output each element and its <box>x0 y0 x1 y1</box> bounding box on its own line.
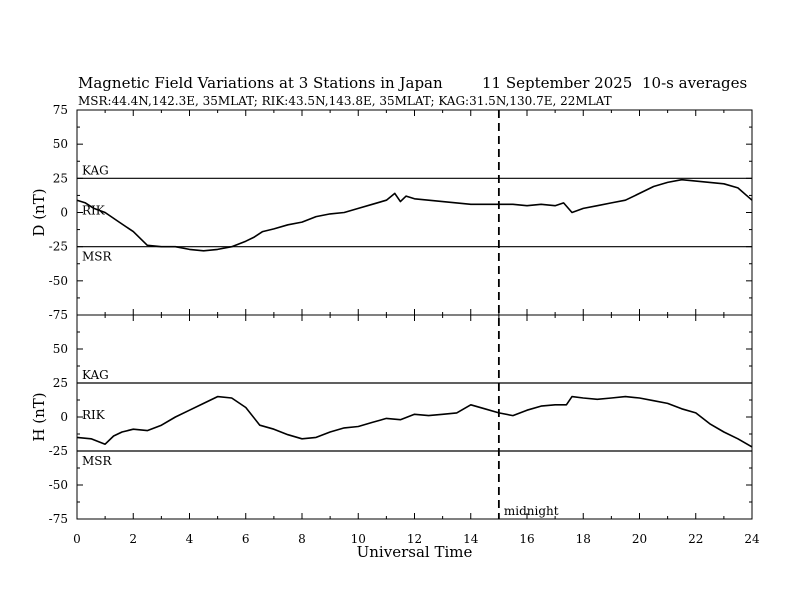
chart-date: 11 September 2025 <box>482 74 632 92</box>
xtick-label: 8 <box>298 532 306 546</box>
top-ytick-label: 75 <box>53 103 68 117</box>
top-ytick-label: 0 <box>60 206 68 220</box>
chart-title: Magnetic Field Variations at 3 Stations … <box>78 74 443 92</box>
xtick-label: 2 <box>129 532 137 546</box>
xlabel: Universal Time <box>357 543 473 561</box>
top-frame <box>76 109 753 316</box>
plot-panels: -75 -50 -25 0 25 50 75 KAG RIK MSR D (nT) -75 -50 -25… <box>30 103 760 561</box>
top-ytick-label: -25 <box>49 240 68 254</box>
bottom-ytick-label: 50 <box>53 342 68 356</box>
bottom-station-label-kag: KAG <box>82 368 109 382</box>
bottom-series-h <box>76 395 753 448</box>
xtick-label: 18 <box>576 532 591 546</box>
bottom-station-label-msr: MSR <box>82 454 113 468</box>
xtick-label: 6 <box>242 532 250 546</box>
top-ytick-label: 50 <box>53 137 68 151</box>
top-station-label-kag: KAG <box>82 163 109 177</box>
top-ytick-label: -50 <box>49 274 68 288</box>
bottom-ytick-label: -75 <box>49 512 68 526</box>
xtick-label: 12 <box>407 532 422 546</box>
bottom-ytick-label: 0 <box>60 410 68 424</box>
xtick-label: 20 <box>632 532 647 546</box>
bottom-ylabel: H (nT) <box>30 392 48 441</box>
bottom-ytick-label: -25 <box>49 444 68 458</box>
xtick-label: 4 <box>186 532 194 546</box>
xtick-label: 10 <box>351 532 366 546</box>
stations-info: MSR:44.4N,142.3E, 35MLAT; RIK:43.5N,143.… <box>78 94 612 108</box>
top-ytick-label: -75 <box>49 308 68 322</box>
bottom-ytick-label: 25 <box>53 376 68 390</box>
xtick-label: 22 <box>688 532 703 546</box>
chart-averaging: 10-s averages <box>642 74 747 92</box>
bottom-station-label-rik: RIK <box>82 408 106 422</box>
xtick-label: 0 <box>73 532 81 546</box>
bottom-ytick-label: -50 <box>49 478 68 492</box>
xtick-label: 24 <box>744 532 760 546</box>
bottom-frame <box>76 314 753 520</box>
top-station-label-msr: MSR <box>82 250 113 264</box>
xtick-label: 14 <box>463 532 479 546</box>
midnight-label: midnight <box>504 504 559 518</box>
top-panel: -75 -50 -25 0 25 50 75 KAG RIK MSR D (nT) <box>30 103 753 322</box>
top-ytick-label: 25 <box>53 171 68 185</box>
xtick-label: 16 <box>519 532 534 546</box>
top-series-d <box>76 178 753 252</box>
top-station-label-rik: RIK <box>82 204 106 218</box>
top-ylabel: D (nT) <box>30 188 48 236</box>
